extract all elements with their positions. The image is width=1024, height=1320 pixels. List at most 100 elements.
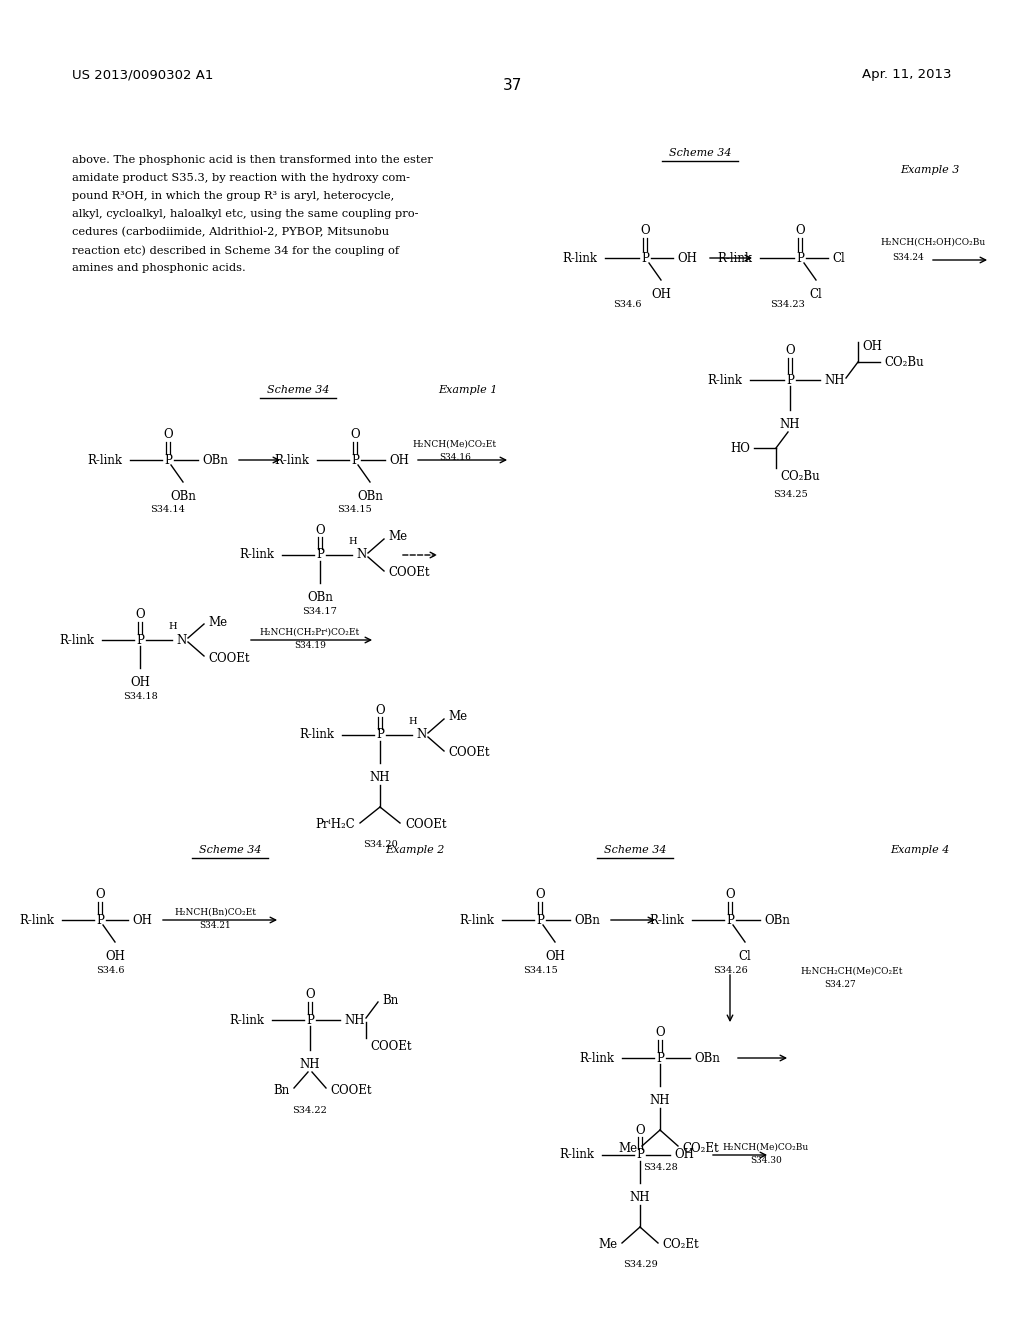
Text: S34.18: S34.18 (123, 692, 158, 701)
Text: Example 1: Example 1 (438, 385, 498, 395)
Text: CO₂Bu: CO₂Bu (780, 470, 819, 483)
Text: P: P (376, 729, 384, 742)
Text: H₂NCH₂CH(Me)CO₂Et: H₂NCH₂CH(Me)CO₂Et (800, 968, 902, 975)
Text: P: P (164, 454, 172, 466)
Text: S34.20: S34.20 (362, 840, 397, 849)
Text: COOEt: COOEt (330, 1084, 372, 1097)
Text: S34.14: S34.14 (151, 506, 185, 513)
Text: NH: NH (300, 1059, 321, 1071)
Text: O: O (785, 345, 795, 358)
Text: Bn: Bn (382, 994, 398, 1006)
Text: Example 4: Example 4 (890, 845, 949, 855)
Text: R-link: R-link (649, 913, 684, 927)
Text: P: P (636, 1148, 644, 1162)
Text: alkyl, cycloalkyl, haloalkyl etc, using the same coupling pro-: alkyl, cycloalkyl, haloalkyl etc, using … (72, 209, 419, 219)
Text: Scheme 34: Scheme 34 (266, 385, 330, 395)
Text: CO₂Et: CO₂Et (662, 1238, 698, 1251)
Text: H₂NCH(CH₂OH)CO₂Bu: H₂NCH(CH₂OH)CO₂Bu (880, 238, 985, 247)
Text: Cl: Cl (810, 288, 822, 301)
Text: OBn: OBn (694, 1052, 720, 1064)
Text: R-link: R-link (559, 1148, 594, 1162)
Text: S34.24: S34.24 (892, 253, 924, 261)
Text: S34.23: S34.23 (771, 300, 806, 309)
Text: O: O (375, 704, 385, 717)
Text: COOEt: COOEt (406, 818, 446, 832)
Text: Me: Me (388, 531, 408, 544)
Text: P: P (786, 374, 794, 387)
Text: reaction etc) described in Scheme 34 for the coupling of: reaction etc) described in Scheme 34 for… (72, 246, 399, 256)
Text: R-link: R-link (562, 252, 597, 264)
Text: S34.15: S34.15 (338, 506, 373, 513)
Text: CO₂Et: CO₂Et (682, 1142, 719, 1155)
Text: OH: OH (545, 950, 565, 964)
Text: NH: NH (824, 374, 845, 387)
Text: N: N (416, 729, 426, 742)
Text: OH: OH (130, 676, 150, 689)
Text: H: H (349, 537, 357, 546)
Text: P: P (136, 634, 144, 647)
Text: Example 3: Example 3 (900, 165, 959, 176)
Text: P: P (726, 913, 734, 927)
Text: Scheme 34: Scheme 34 (669, 148, 731, 158)
Text: O: O (95, 888, 104, 902)
Text: Scheme 34: Scheme 34 (604, 845, 667, 855)
Text: NH: NH (630, 1191, 650, 1204)
Text: OBn: OBn (307, 591, 333, 605)
Text: R-link: R-link (19, 913, 54, 927)
Text: Me: Me (599, 1238, 618, 1251)
Text: COOEt: COOEt (388, 566, 429, 579)
Text: O: O (315, 524, 325, 536)
Text: COOEt: COOEt (208, 652, 250, 664)
Text: OBn: OBn (357, 490, 383, 503)
Text: O: O (350, 429, 359, 441)
Text: Me: Me (208, 615, 227, 628)
Text: S34.26: S34.26 (713, 966, 748, 975)
Text: R-link: R-link (707, 374, 742, 387)
Text: pound R³OH, in which the group R³ is aryl, heterocycle,: pound R³OH, in which the group R³ is ary… (72, 191, 394, 201)
Text: Me: Me (449, 710, 467, 723)
Text: H₂NCH(Me)CO₂Bu: H₂NCH(Me)CO₂Bu (723, 1143, 809, 1152)
Text: OBn: OBn (202, 454, 228, 466)
Text: OH: OH (651, 288, 671, 301)
Text: P: P (316, 549, 324, 561)
Text: S34.16: S34.16 (439, 453, 471, 462)
Text: R-link: R-link (717, 252, 752, 264)
Text: CO₂Bu: CO₂Bu (884, 355, 924, 368)
Text: OH: OH (862, 341, 882, 352)
Text: P: P (306, 1014, 314, 1027)
Text: S34.15: S34.15 (522, 966, 557, 975)
Text: OH: OH (674, 1148, 694, 1162)
Text: S34.17: S34.17 (302, 607, 338, 616)
Text: Example 2: Example 2 (385, 845, 444, 855)
Text: PrⁱH₂C: PrⁱH₂C (315, 818, 355, 832)
Text: OBn: OBn (170, 490, 196, 503)
Text: Scheme 34: Scheme 34 (199, 845, 261, 855)
Text: O: O (635, 1123, 645, 1137)
Text: OH: OH (132, 913, 152, 927)
Text: S34.19: S34.19 (294, 642, 326, 649)
Text: P: P (641, 252, 649, 264)
Text: COOEt: COOEt (370, 1040, 412, 1053)
Text: S34.29: S34.29 (623, 1261, 657, 1269)
Text: P: P (351, 454, 359, 466)
Text: P: P (796, 252, 804, 264)
Text: S34.22: S34.22 (293, 1106, 328, 1115)
Text: P: P (96, 913, 104, 927)
Text: amidate product S35.3, by reaction with the hydroxy com-: amidate product S35.3, by reaction with … (72, 173, 410, 183)
Text: O: O (796, 224, 805, 238)
Text: S34.27: S34.27 (824, 979, 856, 989)
Text: OH: OH (389, 454, 409, 466)
Text: R-link: R-link (579, 1052, 614, 1064)
Text: NH: NH (779, 418, 800, 432)
Text: S34.6: S34.6 (612, 300, 641, 309)
Text: OH: OH (677, 252, 697, 264)
Text: N: N (356, 549, 367, 561)
Text: S34.6: S34.6 (96, 966, 124, 975)
Text: R-link: R-link (299, 729, 334, 742)
Text: Me: Me (618, 1142, 638, 1155)
Text: US 2013/0090302 A1: US 2013/0090302 A1 (72, 69, 213, 81)
Text: H: H (409, 717, 418, 726)
Text: R-link: R-link (229, 1014, 264, 1027)
Text: Apr. 11, 2013: Apr. 11, 2013 (862, 69, 952, 81)
Text: H: H (169, 622, 177, 631)
